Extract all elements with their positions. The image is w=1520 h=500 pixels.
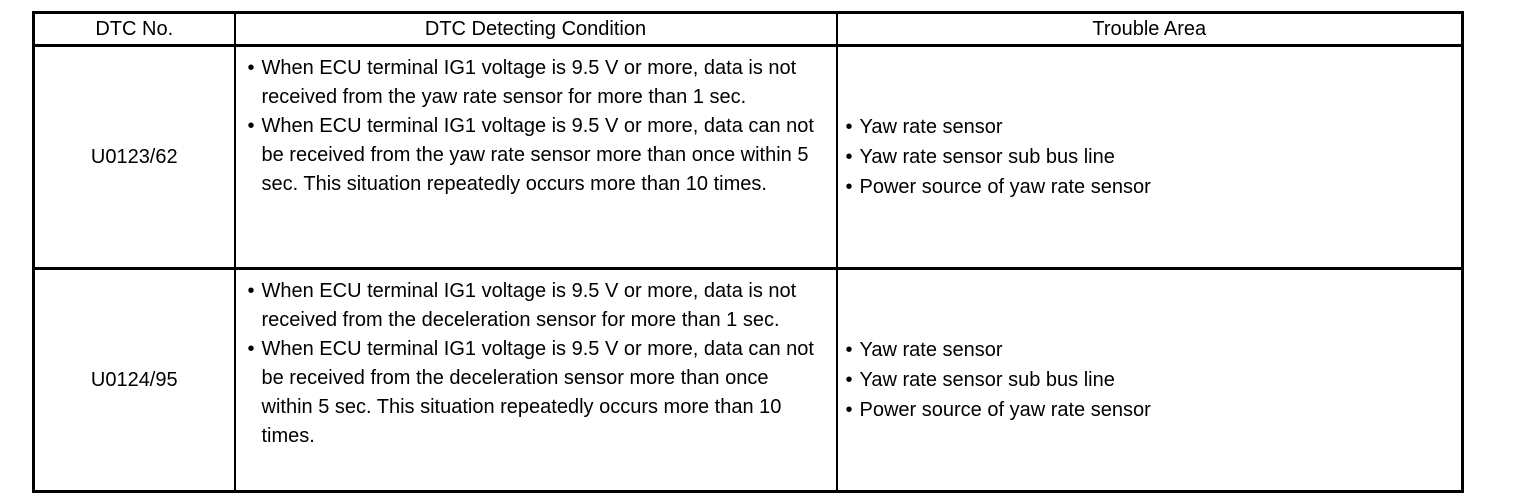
condition-item: When ECU terminal IG1 voltage is 9.5 V o… [245,335,822,451]
condition-item: When ECU terminal IG1 voltage is 9.5 V o… [245,54,822,112]
detecting-condition-cell: When ECU terminal IG1 voltage is 9.5 V o… [233,267,838,493]
dtc-no-cell: U0124/95 [32,267,236,493]
condition-list: When ECU terminal IG1 voltage is 9.5 V o… [245,277,822,451]
table-header: DTC No. DTC Detecting Condition Trouble … [32,11,1464,47]
trouble-area-item: Yaw rate sensor [843,112,1452,142]
trouble-area-item: Yaw rate sensor [843,335,1452,365]
table-row-u0124-95: U0124/95 When ECU terminal IG1 voltage i… [32,267,1464,493]
condition-item: When ECU terminal IG1 voltage is 9.5 V o… [245,277,822,335]
trouble-area-item: Power source of yaw rate sensor [843,395,1452,425]
table-row-u0123-62: U0123/62 When ECU terminal IG1 voltage i… [32,44,1464,270]
detecting-condition-cell: When ECU terminal IG1 voltage is 9.5 V o… [233,44,838,270]
trouble-area-item: Yaw rate sensor sub bus line [843,365,1452,395]
header-dtc-no: DTC No. [32,11,236,47]
dtc-no-cell: U0123/62 [32,44,236,270]
condition-list: When ECU terminal IG1 voltage is 9.5 V o… [245,54,822,199]
dtc-table: DTC No. DTC Detecting Condition Trouble … [32,11,1464,493]
trouble-area-list: Yaw rate sensor Yaw rate sensor sub bus … [843,335,1452,425]
header-trouble-area: Trouble Area [835,11,1464,47]
trouble-area-item: Power source of yaw rate sensor [843,172,1452,202]
trouble-area-item: Yaw rate sensor sub bus line [843,142,1452,172]
trouble-area-cell: Yaw rate sensor Yaw rate sensor sub bus … [835,267,1464,493]
trouble-area-cell: Yaw rate sensor Yaw rate sensor sub bus … [835,44,1464,270]
trouble-area-list: Yaw rate sensor Yaw rate sensor sub bus … [843,112,1452,202]
header-detecting-condition: DTC Detecting Condition [233,11,838,47]
condition-item: When ECU terminal IG1 voltage is 9.5 V o… [245,112,822,199]
